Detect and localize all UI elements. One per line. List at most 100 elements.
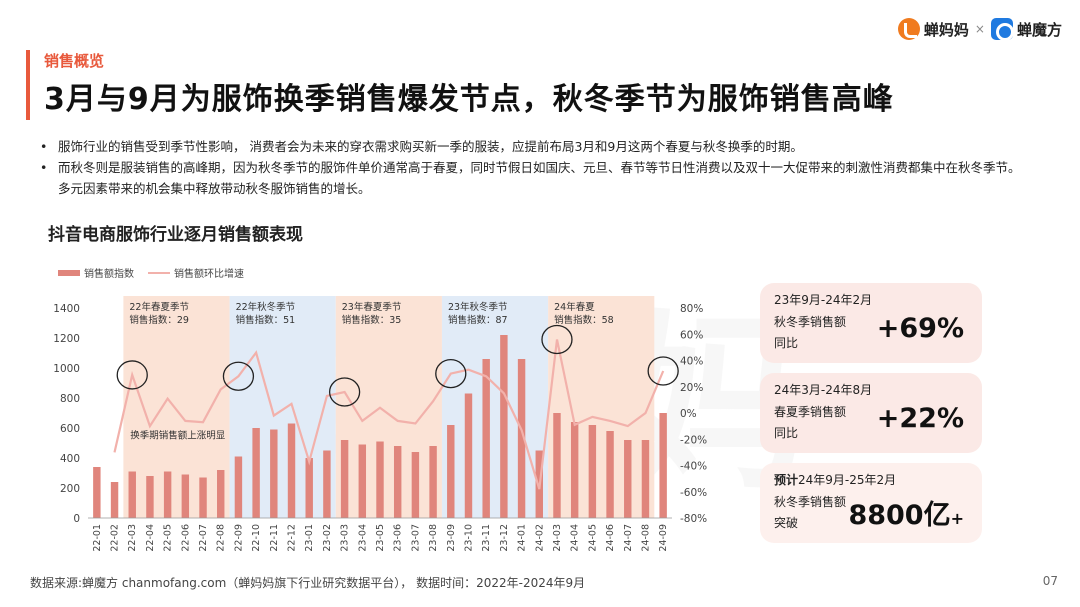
card-value: +22%: [876, 403, 964, 434]
x-tick-label: 22-09: [233, 524, 244, 552]
x-tick-label: 24-07: [623, 524, 634, 552]
brand-logo: 蝉妈妈 × 蝉魔方: [897, 18, 1062, 41]
season-band: [229, 296, 336, 518]
highlight-circle: [541, 324, 573, 355]
season-band: [548, 296, 655, 518]
x-tick-label: 24-08: [640, 524, 651, 552]
season-label: 23年春夏季节: [342, 301, 402, 313]
bar: [181, 474, 190, 518]
y-left-tick-label: 1200: [53, 333, 80, 345]
y-left-tick-label: 600: [60, 423, 80, 435]
season-index-label: 销售指数：35: [342, 314, 402, 326]
bar: [393, 446, 402, 518]
bar: [464, 393, 473, 518]
growth-line: [113, 339, 665, 490]
bar: [199, 477, 207, 518]
legend-swatch-line: [148, 271, 170, 274]
bar: [482, 359, 490, 518]
bar: [287, 423, 296, 518]
y-right-tick-label: -60%: [680, 487, 707, 499]
season-band: [441, 296, 549, 518]
summary-card: 预计24年9月-25年2月 秋冬季销售额 突破 8800亿+: [760, 463, 982, 543]
legend-item-bar: 销售额指数: [58, 265, 134, 280]
bar: [570, 422, 579, 518]
y-left-tick-label: 400: [60, 453, 80, 465]
x-tick-label: 23-07: [410, 524, 421, 552]
y-right-tick-label: 20%: [680, 382, 703, 394]
card-sub: 突破: [774, 516, 799, 530]
bar: [429, 446, 437, 518]
summary-card: 24年3月-24年8月 春夏季销售额 同比 +22%: [760, 373, 982, 453]
y-left-tick-label: 800: [60, 393, 80, 405]
y-left-tick-label: 200: [60, 483, 80, 495]
bar: [358, 444, 367, 518]
card-sub: 同比: [774, 426, 799, 440]
bar: [217, 470, 225, 518]
highlight-circle: [222, 361, 255, 391]
card-value-number: 8800亿: [848, 500, 951, 531]
y-right-tick-label: 80%: [680, 303, 703, 315]
brand-name-2: 蝉魔方: [1016, 20, 1062, 39]
card-sub: 同比: [774, 336, 799, 350]
bullet-item: 服饰行业的销售受到季节性影响， 消费者会为未来的穿衣需求购买新一季的服装，应提前…: [40, 136, 1030, 157]
card-value: 8800亿+: [848, 493, 964, 532]
x-tick-label: 22-10: [251, 524, 262, 552]
bar: [270, 429, 278, 518]
x-tick-label: 22-06: [180, 524, 191, 552]
bar: [323, 450, 331, 518]
y-right-tick-label: -40%: [680, 461, 707, 473]
card-value-suffix: +: [950, 509, 964, 528]
card-period: 24年3月-24年8月: [774, 383, 873, 397]
x-tick-label: 24-03: [552, 524, 563, 552]
x-tick-label: 23-01: [304, 524, 315, 552]
legend-item-line: 销售额环比增速: [148, 265, 244, 280]
x-tick-label: 23-11: [481, 524, 492, 552]
bullet-list: 服饰行业的销售受到季节性影响， 消费者会为未来的穿衣需求购买新一季的服装，应提前…: [40, 136, 1030, 199]
chart-title: 抖音电商服饰行业逐月销售额表现: [48, 225, 303, 245]
card-value: +69%: [876, 313, 964, 344]
y-right-tick-label: -20%: [680, 434, 707, 446]
bar: [340, 440, 349, 518]
bar: [252, 428, 260, 518]
card-label: 春夏季销售额: [774, 405, 847, 419]
bar: [93, 467, 101, 518]
bar: [447, 425, 455, 518]
bar: [234, 456, 243, 518]
data-source-footer: 数据来源:蝉魔方 chanmofang.com（蝉妈妈旗下行业研究数据平台）， …: [30, 576, 586, 590]
chanmofang-logo-icon: [990, 18, 1014, 41]
card-label: 秋冬季销售额: [774, 315, 847, 329]
page-title: 3月与9月为服饰换季销售爆发节点，秋冬季节为服饰销售高峰: [44, 82, 894, 117]
x-tick-label: 22-11: [269, 524, 280, 552]
season-index-label: 销售指数：51: [236, 314, 296, 326]
y-right-tick-label: 40%: [680, 356, 703, 368]
brand-name-1: 蝉妈妈: [923, 20, 969, 39]
x-tick-label: 22-02: [110, 524, 121, 552]
bar: [588, 425, 597, 518]
section-tag: 销售概览: [44, 52, 105, 70]
x-tick-label: 22-07: [198, 524, 209, 552]
x-tick-label: 22-01: [92, 524, 103, 552]
season-band: [335, 296, 442, 518]
y-left-tick-label: 1400: [53, 303, 80, 315]
x-tick-label: 23-02: [322, 524, 333, 552]
chart-annotation: 换季期销售额上涨明显: [130, 430, 226, 442]
x-tick-label: 24-04: [570, 524, 581, 552]
season-label: 23年秋冬季节: [448, 301, 508, 313]
card-label: 秋冬季销售额: [774, 495, 847, 509]
bar: [128, 471, 136, 518]
card-period: 预计24年9月-25年2月: [774, 471, 968, 488]
card-period-text: 24年9月-25年2月: [798, 473, 897, 487]
bar: [110, 482, 119, 518]
highlight-circle: [116, 360, 148, 390]
chart-legend: 销售额指数 销售额环比增速: [58, 265, 244, 280]
bar: [500, 335, 508, 518]
card-period: 23年9月-24年2月: [774, 293, 873, 307]
bar: [641, 440, 650, 518]
bar: [146, 476, 154, 518]
bar: [659, 413, 667, 518]
y-right-tick-label: -80%: [680, 513, 707, 525]
bar: [553, 413, 561, 518]
legend-swatch-bar: [58, 269, 80, 276]
chanmama-logo-icon: [897, 18, 920, 40]
